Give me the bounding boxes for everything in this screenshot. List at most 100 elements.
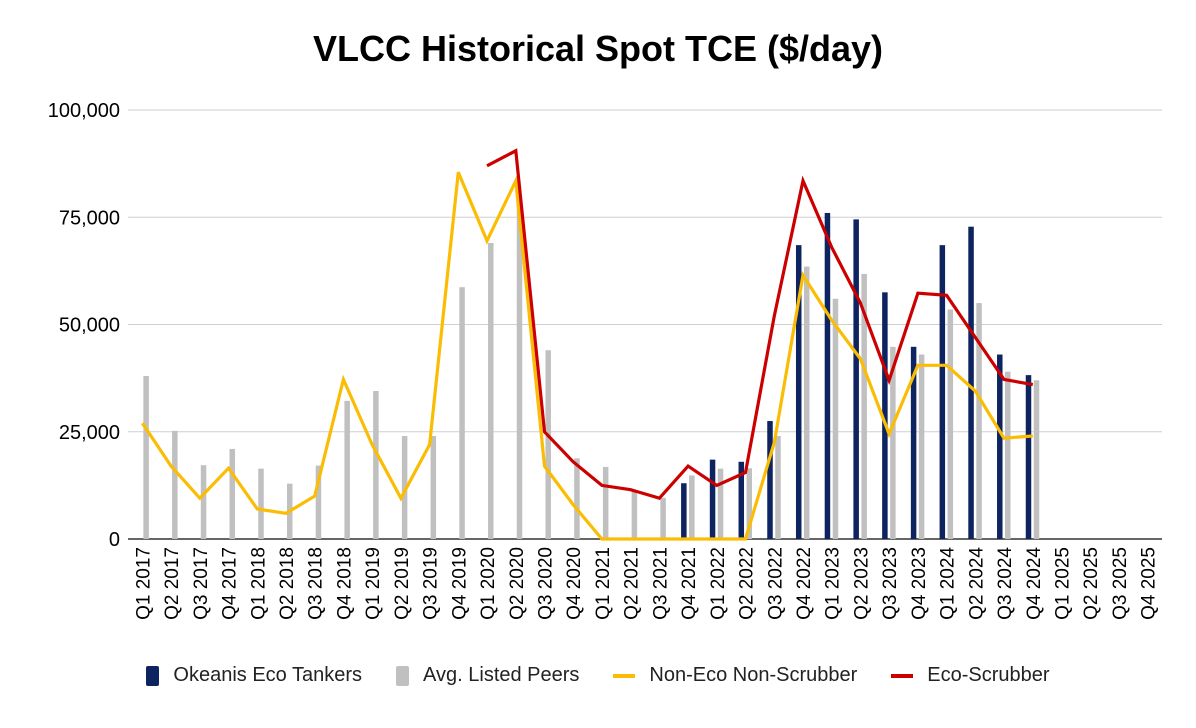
line-eco-scrubber (486, 148, 1034, 501)
x-tick-label: Q2 2020 (507, 547, 528, 620)
bar-okeanis (681, 483, 687, 539)
bar-peers (832, 298, 839, 539)
bar-peers (775, 436, 781, 539)
bar-peers (602, 466, 609, 539)
y-tick-label: 0 (109, 529, 120, 551)
bar-peers (1005, 371, 1011, 539)
bar-peers (574, 458, 580, 539)
bar-okeanis (1025, 375, 1032, 539)
bar-peers (918, 354, 925, 539)
bar-okeanis (738, 461, 745, 539)
legend-swatch-eco-scrubber (891, 673, 914, 678)
x-tick-label: Q4 2021 (679, 547, 700, 620)
x-tick-label: Q1 2018 (248, 547, 269, 620)
bar-peers (459, 287, 465, 539)
x-tick-label: Q4 2020 (564, 547, 585, 620)
bar-peers (976, 303, 982, 539)
bar-peers (430, 436, 437, 539)
x-tick-label: Q3 2017 (191, 547, 212, 620)
bar-okeanis (968, 226, 974, 540)
legend-label-okeanis: Okeanis Eco Tankers (173, 664, 363, 686)
bar-peers (631, 490, 638, 539)
bar-peers (488, 242, 494, 540)
y-tick-label: 25,000 (59, 422, 120, 444)
x-tick-label: Q2 2024 (966, 547, 987, 620)
bar-okeanis (853, 219, 859, 539)
x-tick-label: Q1 2022 (708, 547, 729, 620)
x-tick-label: Q1 2025 (1052, 547, 1073, 620)
x-tick-label: Q3 2022 (765, 547, 786, 620)
bar-okeanis (824, 212, 831, 539)
x-tick-label: Q3 2021 (650, 547, 671, 620)
y-tick-label: 75,000 (59, 207, 120, 229)
x-tick-label: Q4 2018 (334, 547, 355, 620)
x-tick-label: Q4 2019 (449, 547, 470, 620)
x-tick-label: Q1 2019 (363, 547, 384, 620)
legend-item-peers: Avg. Listed Peers (396, 664, 579, 687)
bar-peers (545, 350, 551, 539)
y-tick-label: 100,000 (48, 100, 120, 122)
legend-item-eco-scrubber: Eco-Scrubber (891, 664, 1050, 687)
bar-okeanis (939, 245, 946, 539)
bar-peers (746, 468, 753, 539)
legend-swatch-peers (396, 665, 410, 686)
chart-title: VLCC Historical Spot TCE ($/day) (312, 28, 884, 69)
x-tick-label: Q4 2022 (794, 547, 815, 620)
bar-peers (315, 465, 322, 539)
legend-item-non-eco: Non-Eco Non-Scrubber (613, 664, 857, 687)
bar-okeanis (997, 354, 1003, 539)
x-tick-label: Q2 2017 (162, 547, 183, 620)
bar-okeanis (910, 346, 917, 539)
bar-okeanis (795, 245, 802, 539)
x-tick-label: Q1 2020 (478, 547, 499, 620)
x-tick-label: Q2 2019 (392, 547, 413, 620)
x-tick-label: Q2 2022 (737, 547, 758, 620)
bar-peers (803, 266, 810, 539)
bar-okeanis (709, 459, 716, 539)
x-tick-label: Q1 2021 (593, 547, 614, 620)
bar-okeanis (767, 421, 773, 539)
line-non-eco-non-scrubber (141, 171, 1033, 541)
x-tick-label: Q2 2018 (277, 547, 298, 620)
bar-peers (660, 497, 666, 539)
bar-peers (258, 468, 264, 539)
bar-peers (200, 465, 207, 539)
legend-label-non-eco: Non-Eco Non-Scrubber (649, 664, 858, 686)
x-tick-label: Q3 2025 (1110, 547, 1131, 620)
bar-peers (861, 273, 867, 539)
bar-peers (401, 436, 408, 539)
x-tick-label: Q4 2023 (909, 547, 930, 620)
x-tick-label: Q3 2018 (306, 547, 327, 620)
legend-item-okeanis: Okeanis Eco Tankers (146, 664, 362, 687)
legend-swatch-non-eco (613, 673, 636, 678)
x-tick-label: Q3 2020 (535, 547, 556, 620)
x-tick-label: Q3 2023 (880, 547, 901, 620)
bar-peers (373, 390, 379, 539)
bar-peers (1033, 380, 1040, 539)
x-tick-label: Q2 2021 (622, 547, 643, 620)
bar-peers (229, 448, 236, 539)
x-tick-label: Q3 2024 (995, 547, 1016, 620)
legend-swatch-okeanis (146, 665, 160, 686)
x-tick-label: Q1 2017 (133, 547, 154, 620)
x-tick-label: Q4 2024 (1024, 547, 1045, 620)
legend-label-eco-scrubber: Eco-Scrubber (927, 664, 1050, 686)
bar-peers (947, 309, 954, 539)
x-tick-label: Q4 2017 (220, 547, 241, 620)
bar-peers (172, 430, 178, 539)
bar-peers (689, 475, 695, 539)
bar-peers (890, 346, 896, 539)
legend: Okeanis Eco Tankers Avg. Listed Peers No… (0, 664, 1196, 687)
x-tick-label: Q2 2023 (851, 547, 872, 620)
bar-peers (717, 468, 724, 539)
bar-peers (516, 200, 523, 539)
x-tick-label: Q3 2019 (421, 547, 442, 620)
x-tick-label: Q1 2023 (823, 547, 844, 620)
x-tick-label: Q4 2025 (1139, 547, 1160, 620)
bar-peers (344, 400, 350, 539)
bar-okeanis (882, 292, 888, 539)
legend-label-peers: Avg. Listed Peers (423, 664, 580, 686)
x-tick-label: Q2 2025 (1081, 547, 1102, 620)
x-tick-label: Q1 2024 (938, 547, 959, 620)
